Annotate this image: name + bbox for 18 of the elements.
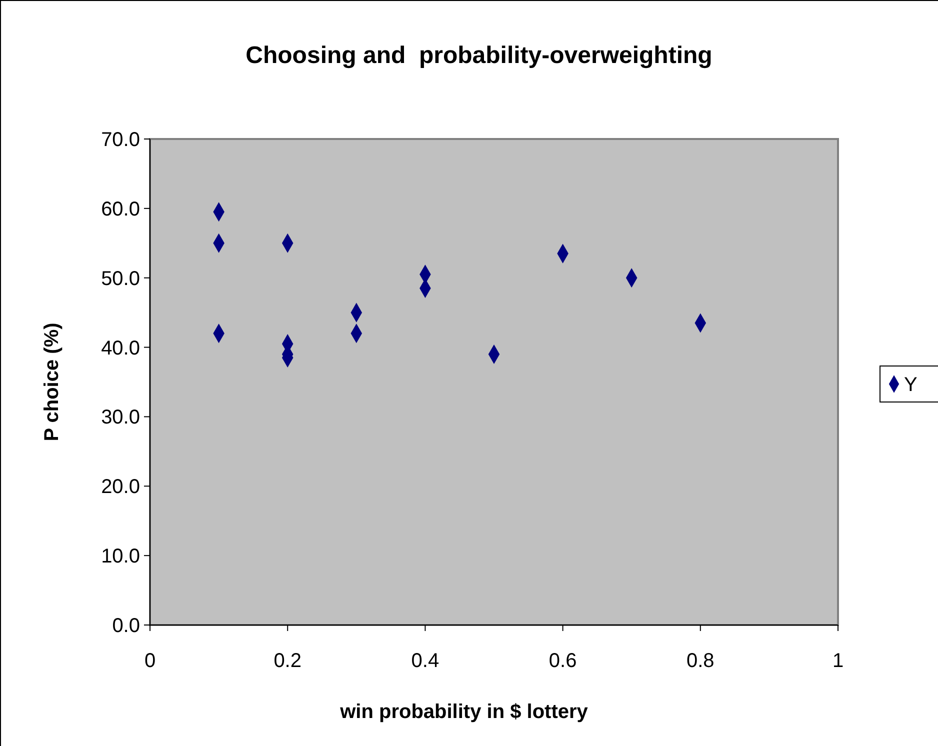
x-tick-label: 0.2: [274, 650, 302, 672]
y-tick-label: 60.0: [101, 198, 140, 220]
y-tick-label: 0.0: [112, 615, 140, 637]
y-tick-label: 70.0: [101, 129, 140, 151]
x-tick-label: 0: [144, 650, 156, 672]
y-tick-label: 10.0: [101, 546, 140, 568]
legend-label: Y: [904, 374, 918, 396]
y-tick-label: 50.0: [101, 268, 140, 290]
x-tick-label: 0.4: [411, 650, 440, 672]
x-axis-title: win probability in $ lottery: [339, 701, 589, 723]
x-tick-label: 1: [832, 650, 844, 672]
y-axis-title: P choice (%): [41, 322, 63, 442]
y-tick-label: 30.0: [101, 406, 140, 429]
chart-title: Choosing and probability-overweighting: [246, 42, 712, 69]
y-tick-label: 40.0: [101, 337, 140, 360]
x-tick-label: 0.6: [548, 650, 577, 672]
x-tick-label: 0.8: [686, 650, 714, 672]
y-tick-label: 20.0: [101, 476, 140, 498]
